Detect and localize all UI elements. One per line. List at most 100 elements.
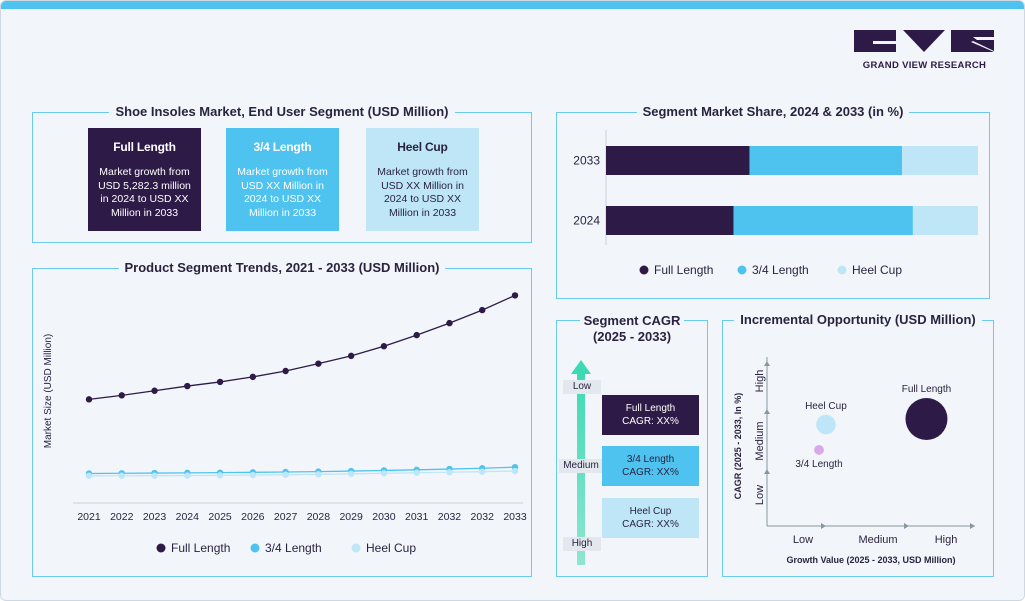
x-tick-label: 2029 bbox=[339, 511, 363, 523]
bubble bbox=[905, 397, 948, 440]
data-point bbox=[184, 472, 191, 479]
data-point bbox=[151, 472, 158, 479]
data-point bbox=[184, 382, 191, 390]
card-text: Market growth from USD XX Million in 202… bbox=[377, 166, 468, 219]
x-tick-label: 2021 bbox=[77, 511, 101, 523]
card-heel-cup: Heel Cup Market growth from USD XX Milli… bbox=[366, 128, 479, 231]
legend-marker bbox=[737, 265, 747, 275]
data-point bbox=[249, 471, 257, 479]
x-tick-label: 2026 bbox=[241, 511, 265, 523]
cagr-title-line1: Segment CAGR bbox=[579, 313, 685, 328]
legend-label: Heel Cup bbox=[366, 541, 416, 555]
cagr-card-full-length: Full Length CAGR: XX% bbox=[602, 395, 699, 435]
axis-arrow-icon bbox=[764, 409, 770, 414]
bar-segment bbox=[733, 206, 913, 235]
data-point bbox=[249, 373, 257, 381]
cagr-panel: Segment CAGR (2025 - 2033) Low Medium Hi… bbox=[556, 313, 708, 577]
data-point bbox=[479, 306, 486, 314]
x-tick-label: 2032 bbox=[471, 511, 495, 523]
legend-label: 3/4 Length bbox=[752, 263, 809, 277]
bar-segment bbox=[606, 206, 734, 235]
data-point bbox=[380, 470, 388, 477]
data-point bbox=[380, 343, 388, 350]
x-tick-label: 2031 bbox=[405, 511, 429, 523]
legend-label: Full Length bbox=[654, 263, 713, 277]
y-tick-label: Medium bbox=[754, 421, 766, 460]
y-tick-label: Low bbox=[754, 485, 766, 505]
level-low: Low bbox=[563, 380, 601, 394]
series-line bbox=[88, 294, 516, 400]
data-point bbox=[479, 468, 486, 475]
share-title: Segment Market Share, 2024 & 2033 (in %) bbox=[636, 104, 910, 119]
data-point bbox=[446, 319, 453, 327]
arrow-up-icon bbox=[571, 360, 591, 374]
bubble-label: Full Length bbox=[902, 384, 951, 395]
x-tick-label: 2022 bbox=[110, 511, 134, 523]
cagr-card-value: CAGR: XX% bbox=[622, 519, 679, 530]
y-axis-label: Market Size (USD Million) bbox=[43, 334, 54, 448]
axis-arrow-icon bbox=[904, 523, 909, 529]
axis-arrow-icon bbox=[970, 523, 975, 529]
x-axis-label: Growth Value (2025 - 2033, USD Million) bbox=[786, 555, 955, 565]
card-title: 3/4 Length bbox=[253, 140, 312, 154]
y-tick-label: High bbox=[754, 370, 766, 393]
x-tick-label: 2030 bbox=[372, 511, 396, 523]
data-point bbox=[347, 352, 355, 360]
cagr-card-value: CAGR: XX% bbox=[622, 467, 679, 478]
top-accent-bar bbox=[1, 1, 1024, 9]
data-point bbox=[347, 470, 355, 477]
y-tick-label: 2033 bbox=[573, 154, 600, 168]
card-three-quarter-length: 3/4 Length Market growth from USD XX Mil… bbox=[226, 128, 339, 231]
share-panel: Segment Market Share, 2024 & 2033 (in %)… bbox=[556, 104, 990, 299]
x-tick-label: Low bbox=[793, 534, 813, 546]
data-point bbox=[118, 472, 125, 479]
legend-marker bbox=[156, 543, 166, 553]
x-tick-label: 2027 bbox=[274, 511, 298, 523]
data-point bbox=[85, 472, 93, 479]
cagr-card-name: Heel Cup bbox=[629, 506, 672, 517]
bar-segment bbox=[902, 146, 978, 175]
data-point bbox=[511, 467, 519, 475]
data-point bbox=[85, 396, 93, 403]
level-high: High bbox=[563, 537, 601, 551]
data-point bbox=[315, 471, 322, 478]
x-tick-label: 2025 bbox=[208, 511, 232, 523]
data-point bbox=[282, 367, 289, 375]
data-point bbox=[413, 469, 420, 476]
data-point bbox=[413, 331, 420, 339]
card-full-length: Full Length Market growth from USD 5,282… bbox=[88, 128, 201, 231]
data-point bbox=[151, 387, 158, 394]
data-point bbox=[282, 471, 289, 478]
cagr-card-three-quarter-length: 3/4 Length CAGR: XX% bbox=[602, 446, 699, 486]
end-user-title: Shoe Insoles Market, End User Segment (U… bbox=[109, 104, 455, 119]
cagr-card-heel-cup: Heel Cup CAGR: XX% bbox=[602, 498, 699, 538]
end-user-panel: Shoe Insoles Market, End User Segment (U… bbox=[32, 104, 532, 243]
data-point bbox=[216, 378, 224, 386]
level-medium: Medium bbox=[559, 459, 603, 473]
x-tick-label: 2023 bbox=[143, 511, 167, 523]
stacked-bar-chart: 2033 2024 Full Length 3/4 Length Heel Cup bbox=[573, 130, 978, 277]
y-axis-label: CAGR (2025 - 2033, In %) bbox=[733, 393, 743, 500]
axis-arrow-icon bbox=[764, 469, 770, 474]
cagr-card-name: Full Length bbox=[625, 403, 676, 414]
brand-name: GRAND VIEW RESEARCH bbox=[862, 60, 987, 71]
legend-marker bbox=[837, 265, 847, 275]
opportunity-title: Incremental Opportunity (USD Million) bbox=[734, 312, 982, 327]
x-tick-label: Medium bbox=[858, 534, 897, 546]
data-point bbox=[118, 392, 125, 399]
data-point bbox=[315, 360, 322, 367]
y-tick-label: 2024 bbox=[573, 214, 600, 228]
x-tick-label: 2028 bbox=[307, 511, 331, 523]
cagr-title-line2: (2025 - 2033) bbox=[588, 329, 676, 344]
bubble bbox=[814, 445, 824, 455]
legend-label: Full Length bbox=[171, 541, 230, 555]
axis-arrow-icon bbox=[821, 523, 826, 529]
card-text: Market growth from USD XX Million in 202… bbox=[237, 166, 328, 219]
bar-segment bbox=[606, 146, 750, 175]
bar-segment bbox=[749, 146, 903, 175]
axis-arrow-icon bbox=[764, 361, 770, 366]
trend-panel: Product Segment Trends, 2021 - 2033 (USD… bbox=[32, 260, 532, 577]
x-tick-label: High bbox=[935, 534, 958, 546]
trend-title: Product Segment Trends, 2021 - 2033 (USD… bbox=[118, 260, 446, 275]
